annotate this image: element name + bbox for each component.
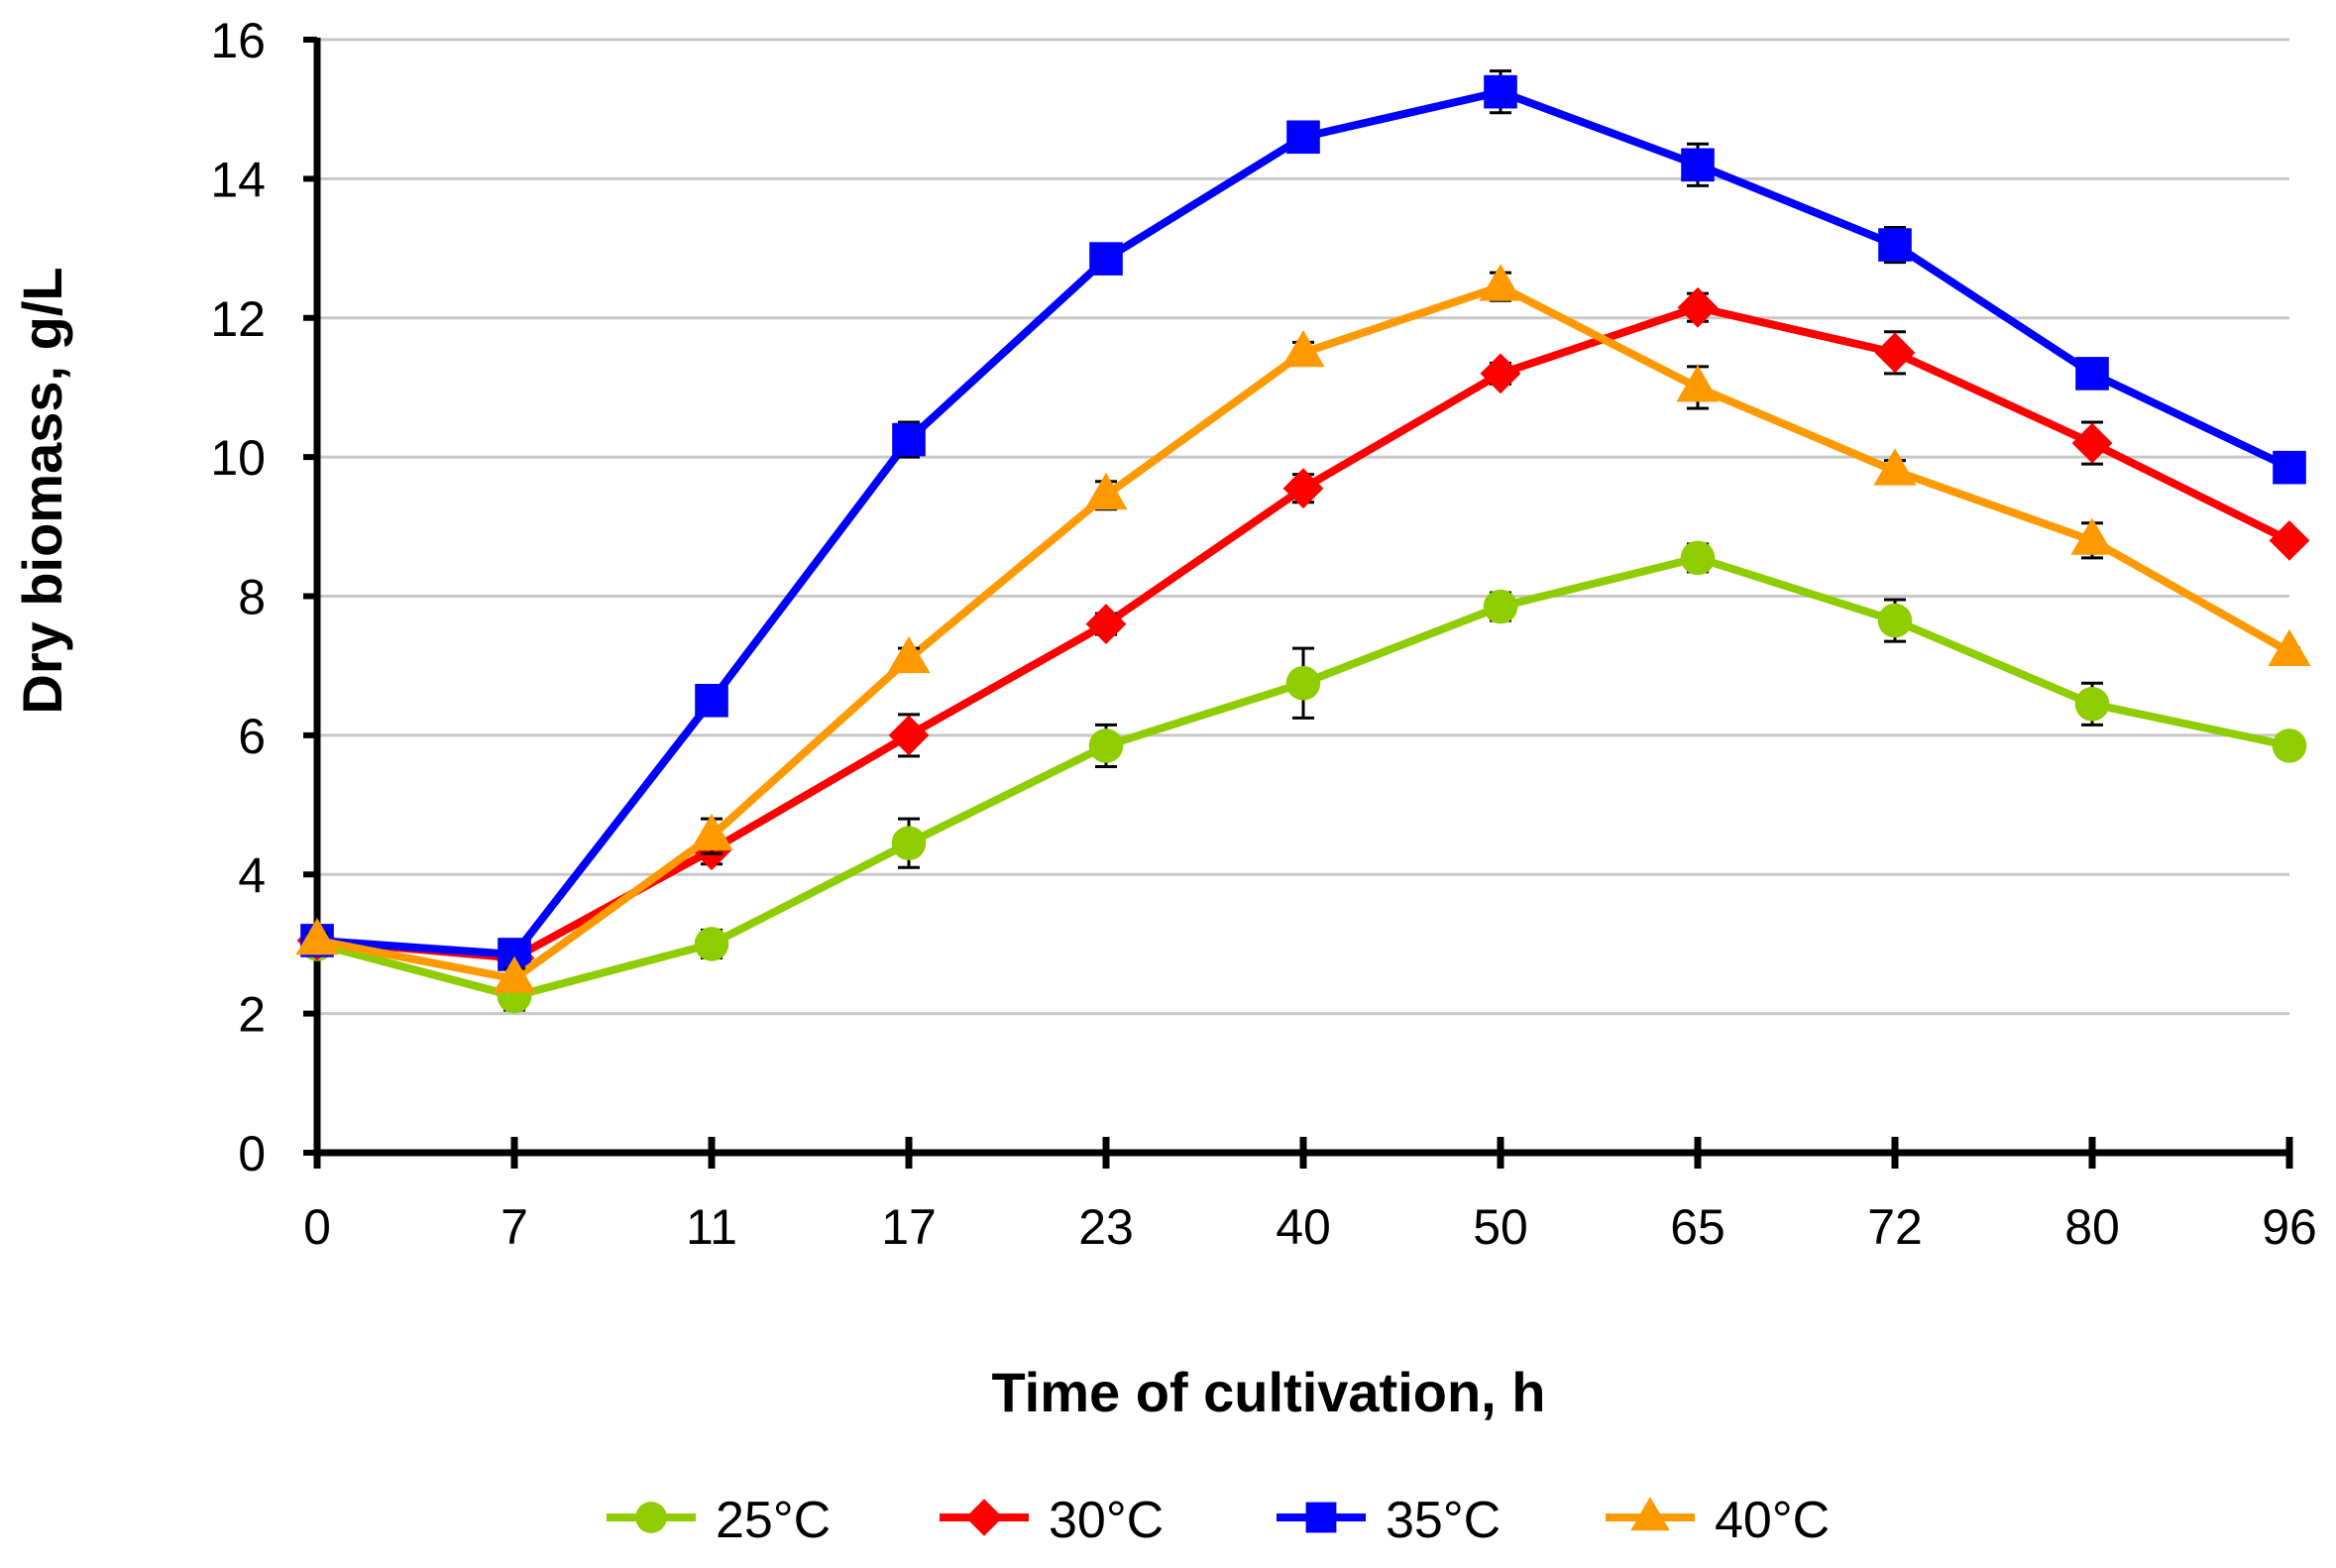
legend-label: 30°C (1049, 1492, 1164, 1549)
x-tick-label: 23 (1078, 1199, 1134, 1255)
series-3 (295, 264, 2311, 993)
data-point (888, 715, 930, 756)
series-lines (295, 69, 2311, 1014)
legend-label: 40°C (1715, 1492, 1830, 1549)
legend-marker (1305, 1502, 1337, 1533)
data-point (891, 826, 927, 860)
legend-entry: 35°C (1277, 1492, 1501, 1549)
data-point (1877, 603, 1913, 638)
y-tick-label: 8 (238, 570, 266, 625)
data-point (1088, 728, 1124, 763)
x-axis-title: Time of cultivation, h (991, 1361, 1545, 1423)
data-point (2071, 422, 2113, 464)
legend-label: 35°C (1386, 1492, 1501, 1549)
data-point (2268, 628, 2311, 667)
data-point (1281, 330, 1325, 368)
data-point (1084, 472, 1128, 510)
y-tick-label: 16 (210, 13, 266, 68)
data-point (2273, 450, 2306, 485)
y-tick-label: 12 (210, 291, 266, 347)
series-line (316, 87, 2291, 958)
y-tick-label: 0 (238, 1126, 266, 1181)
legend: 25°C 30°C 35°C 40°C (607, 1492, 1830, 1549)
data-point (1085, 604, 1127, 644)
data-point (1484, 74, 1517, 109)
data-point (1874, 332, 1916, 374)
data-point (892, 422, 926, 457)
x-tick-label: 80 (2064, 1199, 2120, 1255)
x-tick-label: 72 (1867, 1199, 1923, 1255)
series-0 (299, 540, 2307, 1014)
y-tick-label: 4 (238, 847, 266, 903)
data-point (1286, 120, 1320, 155)
data-point (1677, 286, 1719, 328)
data-point (1285, 665, 1321, 701)
data-point (1089, 242, 1123, 276)
data-point (1282, 468, 1324, 509)
data-point (887, 635, 931, 674)
legend-entry: 40°C (1606, 1492, 1830, 1549)
data-point (694, 927, 729, 961)
data-point (2074, 687, 2110, 722)
data-point (493, 955, 536, 993)
legend-label: 25°C (716, 1492, 831, 1549)
x-tick-label: 96 (2262, 1199, 2317, 1255)
series-2 (300, 69, 2306, 971)
legend-marker (1630, 1497, 1670, 1531)
axes (303, 37, 2293, 1169)
x-tick-label: 50 (1473, 1199, 1528, 1255)
data-point (1483, 589, 1518, 624)
data-point (1873, 448, 1917, 486)
data-point (1480, 353, 1521, 394)
series-line (315, 553, 2290, 1001)
data-point (2075, 357, 2109, 391)
y-axis-title: Dry biomass, g/L (11, 267, 73, 714)
x-tick-label: 40 (1276, 1199, 1331, 1255)
data-point (1479, 264, 1522, 301)
data-point (2272, 728, 2307, 763)
x-tick-label: 7 (501, 1199, 528, 1255)
y-tick-label: 14 (210, 152, 266, 207)
legend-entry: 25°C (607, 1492, 831, 1549)
data-point (295, 918, 339, 955)
data-point (695, 683, 728, 718)
data-point (2070, 517, 2114, 555)
x-tick-label: 0 (303, 1199, 331, 1255)
data-point (2269, 519, 2310, 561)
data-point (1680, 540, 1716, 576)
y-tick-label: 2 (238, 987, 266, 1043)
x-tick-label: 17 (881, 1199, 937, 1255)
data-point (1681, 148, 1715, 182)
legend-marker (965, 1499, 1003, 1536)
y-tick-label: 10 (210, 430, 266, 486)
legend-entry: 30°C (940, 1492, 1164, 1549)
data-point (1878, 228, 1912, 262)
y-tick-label: 6 (238, 709, 266, 764)
series-line (316, 303, 2291, 962)
x-tick-label: 11 (686, 1199, 737, 1255)
gridlines (317, 38, 2289, 1016)
tick-labels: 0 2 4 6 8 10 12 14 16 0 7 11 17 23 40 50 65 72 80 96 (210, 13, 2316, 1255)
data-point (690, 813, 733, 851)
data-point (1676, 365, 1720, 402)
x-tick-label: 65 (1670, 1199, 1725, 1255)
legend-marker (635, 1502, 667, 1533)
